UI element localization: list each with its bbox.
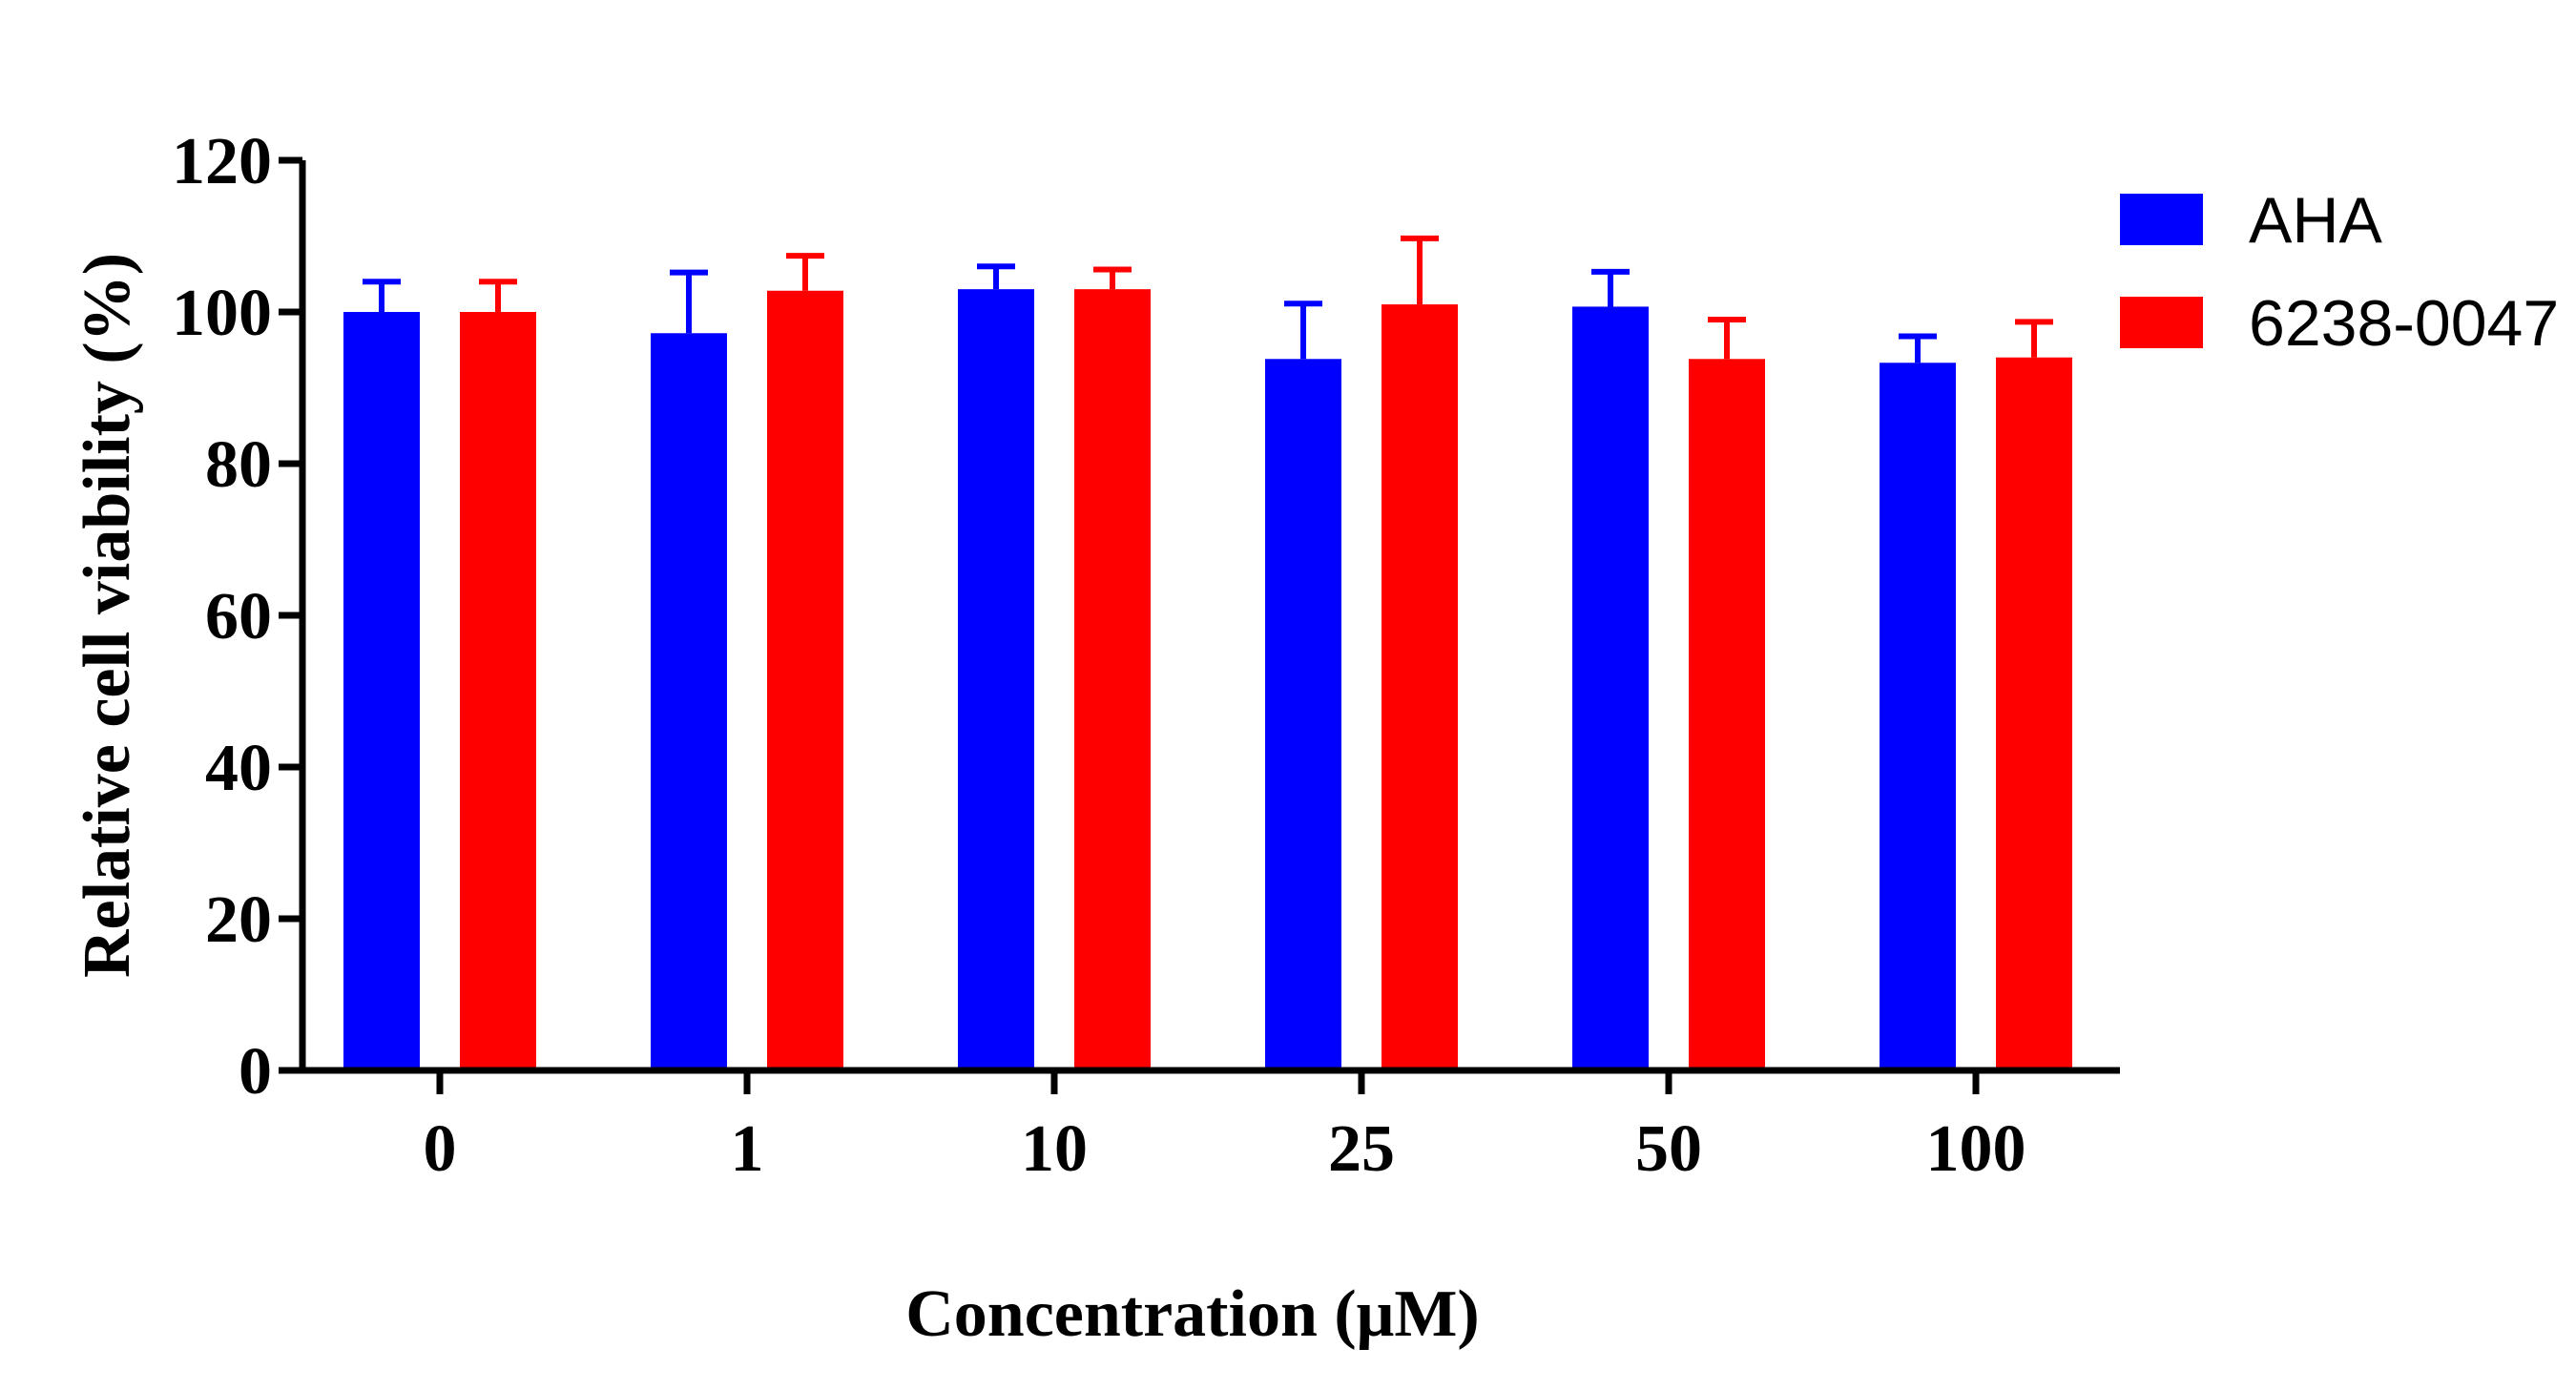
x-tick-label: 25: [1328, 1112, 1395, 1186]
legend-swatch: [2120, 194, 2203, 245]
bar-6238-0047-50: [1689, 359, 1765, 1070]
legend-label: AHA: [2249, 184, 2382, 257]
legend: AHA 6238-0047: [2120, 184, 2559, 360]
bar-aha-50: [1572, 306, 1649, 1070]
bar-6238-0047-100: [1996, 357, 2072, 1070]
bar-6238-0047-25: [1381, 304, 1458, 1070]
x-tick-label: 0: [424, 1112, 457, 1186]
y-tick-label: 100: [172, 277, 272, 350]
y-tick-label: 0: [239, 1035, 272, 1109]
axes-layer: [296, 160, 2120, 1074]
bar-aha-10: [958, 289, 1034, 1070]
bar-aha-1: [651, 333, 727, 1070]
y-ticks: 0 20 40 60 80 100 120: [172, 125, 302, 1109]
legend-label: 6238-0047: [2249, 287, 2559, 360]
bar-aha-100: [1880, 363, 1956, 1070]
bar-aha-25: [1265, 359, 1341, 1070]
bar-6238-0047-0: [460, 312, 536, 1070]
x-axis-title: Concentration (μM): [905, 1277, 1480, 1351]
y-tick-label: 60: [205, 580, 272, 654]
y-tick-label: 40: [205, 732, 272, 805]
y-tick-label: 120: [172, 125, 272, 198]
bars-layer: [343, 235, 2072, 1070]
x-tick-label: 100: [1926, 1112, 2026, 1186]
y-tick-label: 80: [205, 428, 272, 502]
bar-aha-0: [343, 312, 420, 1070]
bar-6238-0047-1: [767, 290, 843, 1070]
legend-swatch: [2120, 297, 2203, 348]
x-tick-label: 10: [1021, 1112, 1088, 1186]
x-ticks: 0 1 10 25 50 100: [424, 1070, 2026, 1186]
y-tick-label: 20: [205, 883, 272, 957]
y-axis-title: Relative cell viability (%): [71, 253, 144, 978]
x-tick-label: 1: [731, 1112, 764, 1186]
bar-6238-0047-10: [1074, 289, 1151, 1070]
x-tick-label: 50: [1635, 1112, 1702, 1186]
